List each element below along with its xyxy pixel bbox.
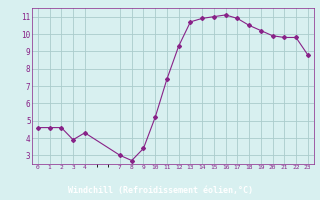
Text: Windchill (Refroidissement éolien,°C): Windchill (Refroidissement éolien,°C) bbox=[68, 186, 252, 196]
